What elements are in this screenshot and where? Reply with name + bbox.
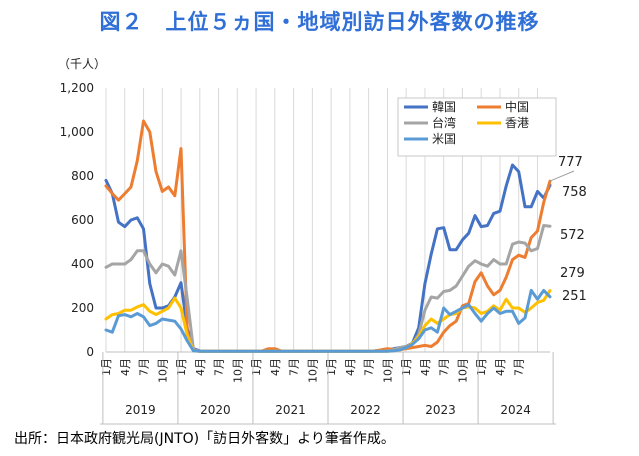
x-tick-label: 1月 — [325, 358, 338, 376]
legend-label-米国: 米国 — [432, 132, 456, 146]
year-label: 2019 — [125, 403, 156, 417]
y-tick-label: 0 — [86, 345, 94, 359]
y-axis: （千人） 0 200 400 600 800 1,000 1,200 — [58, 57, 106, 359]
end-label-leader — [549, 170, 575, 182]
y-tick-label: 200 — [71, 301, 94, 315]
end-label-韓国: 758 — [562, 185, 587, 200]
x-tick-label: 7月 — [363, 358, 376, 376]
legend-label-中国: 中国 — [505, 99, 529, 114]
x-tick-label: 10月 — [156, 358, 169, 383]
legend-label-韓国: 韓国 — [432, 100, 456, 114]
series-lines — [104, 119, 552, 353]
end-label-中国: 777 — [558, 155, 583, 170]
legend-label-台湾: 台湾 — [432, 115, 456, 130]
series-line-台湾 — [104, 224, 552, 353]
y-tick-label: 1,000 — [60, 125, 94, 139]
x-tick-label: 1月 — [475, 358, 488, 376]
y-tick-label: 600 — [71, 213, 94, 227]
chart-title: 図２ 上位５ヵ国・地域別訪日外客数の推移 — [99, 10, 540, 34]
y-tick-label: 400 — [71, 257, 94, 271]
x-tick-label: 10月 — [456, 358, 469, 383]
year-label: 2020 — [200, 403, 231, 417]
end-label-米国: 251 — [562, 289, 587, 304]
series-line-米国 — [104, 288, 552, 353]
x-tick-label: 1月 — [100, 358, 113, 376]
y-tick-label: 1,200 — [60, 81, 94, 95]
x-tick-label: 1月 — [400, 358, 413, 376]
x-tick-label: 10月 — [306, 358, 319, 383]
year-label: 2021 — [275, 403, 306, 417]
x-tick-label: 4月 — [194, 358, 207, 376]
year-label: 2023 — [425, 403, 456, 417]
x-tick-label: 4月 — [269, 358, 282, 376]
end-label-台湾: 572 — [560, 228, 585, 243]
x-tick-label: 4月 — [419, 358, 432, 376]
y-axis-label: （千人） — [58, 57, 106, 71]
x-tick-label: 4月 — [494, 358, 507, 376]
x-tick-label: 7月 — [213, 358, 226, 376]
end-label-香港: 279 — [560, 266, 585, 281]
year-label: 2024 — [500, 403, 531, 417]
x-tick-label: 1月 — [250, 358, 263, 376]
x-tick-label: 7月 — [288, 358, 301, 376]
x-tick-label: 7月 — [138, 358, 151, 376]
x-tick-label: 7月 — [438, 358, 451, 376]
source-note: 出所：日本政府観光局(JNTO)「訪日外客数」より筆者作成。 — [14, 431, 395, 447]
legend-label-香港: 香港 — [505, 116, 529, 130]
x-tick-label: 4月 — [344, 358, 357, 376]
end-labels: 777 758 572 279 251 — [549, 155, 587, 304]
x-tick-label: 4月 — [119, 358, 132, 376]
y-tick-label: 800 — [71, 169, 94, 183]
x-tick-label: 10月 — [381, 358, 394, 383]
x-tick-label: 7月 — [513, 358, 526, 376]
x-tick-label: 1月 — [175, 358, 188, 376]
x-axis: 1月 4月 7月 10月 1月 4月 7月 10月 1月 4月 7月 10月 1月 4月 7月 10月 1月 4月… — [100, 351, 556, 425]
x-tick-label: 10月 — [231, 358, 244, 383]
year-label: 2022 — [350, 403, 381, 417]
